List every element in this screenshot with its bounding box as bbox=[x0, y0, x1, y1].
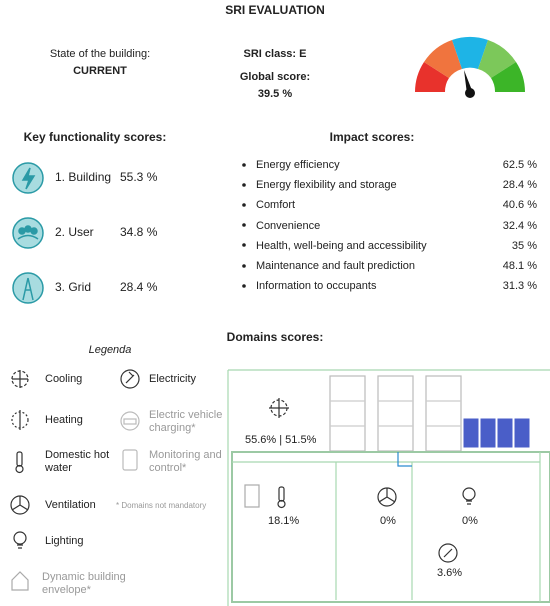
kf-score: 28.4 % bbox=[120, 280, 158, 294]
impact-label: Comfort bbox=[256, 199, 296, 212]
score-ventilation: 0% bbox=[380, 515, 396, 527]
impact-label: Convenience bbox=[256, 219, 321, 232]
global-score-value: 39.5 % bbox=[257, 88, 293, 100]
impact-score: 28.4 % bbox=[502, 179, 537, 192]
kf-label: 3. Grid bbox=[55, 280, 92, 294]
impact-label: Maintenance and fault prediction bbox=[256, 260, 415, 272]
legend-label: Lighting bbox=[45, 535, 84, 547]
legend-label: Dynamic building envelope* bbox=[42, 571, 126, 596]
solar-panels bbox=[462, 417, 531, 449]
impact-label: Information to occupants bbox=[256, 280, 377, 293]
kf-label: 1. Building bbox=[55, 170, 112, 184]
impact-label: Energy efficiency bbox=[256, 159, 340, 171]
legend-label: Cooling bbox=[45, 373, 83, 385]
kf-title: Key functionality scores: bbox=[23, 130, 167, 144]
floorplan bbox=[227, 369, 550, 606]
gauge bbox=[415, 36, 525, 98]
legend-icons bbox=[10, 369, 140, 591]
score-lighting: 0% bbox=[462, 515, 478, 527]
impact-label: Energy flexibility and storage bbox=[256, 179, 397, 192]
legend-label: Electric vehicle charging* bbox=[149, 409, 223, 434]
sri-class: SRI class: E bbox=[243, 48, 307, 60]
state-label: State of the building: bbox=[49, 48, 151, 60]
legend-label: Domestic hot water bbox=[45, 449, 110, 474]
state-value: CURRENT bbox=[73, 65, 127, 77]
impact-score: 35 % bbox=[511, 239, 537, 252]
impact-score: 31.3 % bbox=[502, 280, 537, 293]
impact-score: 48.1 % bbox=[502, 260, 537, 272]
impact-score: 62.5 % bbox=[502, 159, 537, 171]
title: SRI EVALUATION bbox=[225, 3, 325, 17]
score-electricity: 3.6% bbox=[437, 567, 463, 579]
bullets bbox=[242, 163, 246, 288]
legend-label: Monitoring and control* bbox=[149, 449, 222, 474]
impact-score: 32.4 % bbox=[502, 219, 537, 232]
legend-label: Ventilation bbox=[45, 499, 96, 511]
global-score-label: Global score: bbox=[239, 71, 311, 83]
impact-title: Impact scores: bbox=[329, 130, 415, 144]
legend-label: Electricity bbox=[149, 373, 197, 385]
kf-score: 34.8 % bbox=[120, 225, 158, 239]
score-hot-water: 18.1% bbox=[268, 515, 300, 527]
legend-note: * Domains not mandatory bbox=[116, 501, 207, 510]
legend-title: Legenda bbox=[88, 344, 132, 356]
legend-label: Heating bbox=[45, 414, 83, 426]
floor-icons bbox=[244, 398, 476, 563]
domains-title: Domains scores: bbox=[226, 330, 324, 344]
score-cooling-heating: 55.6% | 51.5% bbox=[245, 434, 317, 446]
kf-icons bbox=[12, 162, 44, 304]
impact-score: 40.6 % bbox=[502, 199, 537, 212]
kf-label: 2. User bbox=[55, 225, 94, 239]
impact-label: Health, well-being and accessibility bbox=[256, 239, 427, 252]
kf-score: 55.3 % bbox=[120, 170, 158, 184]
